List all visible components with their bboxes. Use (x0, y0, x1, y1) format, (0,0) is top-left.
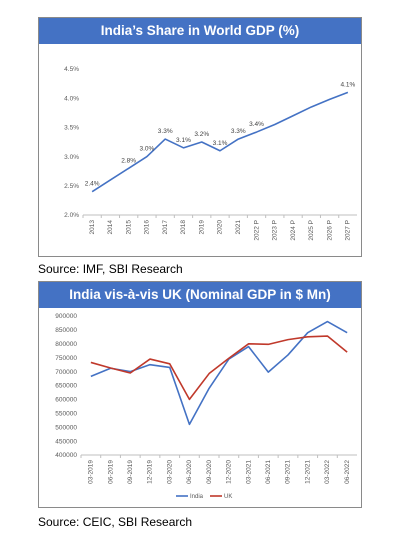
y-tick-label: 750000 (55, 355, 77, 362)
x-tick-label: 2026 P (326, 220, 333, 241)
data-label: 3.2% (194, 131, 209, 138)
x-tick-label: 2015 (125, 220, 132, 235)
world-gdp-share-chart: 2.0% 2.5% 3.0% 3.5% 4.0% 4.5% 2013 2014 2015 2016… (64, 66, 357, 241)
x-tick-label: 03-2022 (324, 460, 331, 484)
y-tick-label: 900000 (55, 313, 77, 320)
chart-title: India vis-à-vis UK (Nominal GDP in $ Mn) (39, 282, 361, 308)
x-tick-label: 2024 P (290, 220, 297, 241)
y-tick-label: 4.5% (64, 66, 79, 73)
y-tick-label: 450000 (55, 438, 77, 445)
y-tick-label: 850000 (55, 327, 77, 334)
data-label: 4.1% (340, 81, 355, 88)
chart-title: India’s Share in World GDP (%) (39, 18, 361, 44)
x-tick-label: 09-2020 (206, 460, 213, 484)
data-label: 3.4% (249, 121, 264, 128)
chart-source-note: Source: IMF, SBI Research (38, 262, 183, 276)
y-tick-label: 4.0% (64, 95, 79, 102)
x-tick-label: 2020 (217, 220, 224, 235)
y-tick-label: 400000 (55, 452, 77, 459)
y-tick-label: 600000 (55, 397, 77, 404)
y-tick-label: 700000 (55, 369, 77, 376)
x-tick-label: 2014 (107, 220, 114, 235)
data-label: 3.0% (140, 146, 155, 153)
y-tick-label: 2.0% (64, 212, 79, 219)
x-tick-label: 06-2021 (265, 460, 272, 484)
y-tick-label: 500000 (55, 424, 77, 431)
legend-label-india: India (190, 494, 204, 500)
x-tick-label: 12-2021 (304, 460, 311, 484)
y-tick-label: 800000 (55, 341, 77, 348)
data-label: 3.1% (213, 140, 228, 147)
x-tick-label: 03-2019 (88, 460, 95, 484)
data-label: 2.4% (85, 181, 100, 188)
chart-source-note: Source: CEIC, SBI Research (38, 515, 193, 529)
x-tick-label: 06-2022 (344, 460, 351, 484)
x-tick-label: 2025 P (308, 220, 315, 241)
x-tick-label: 03-2021 (245, 460, 252, 484)
chart-panel-india-vs-uk: India vis-à-vis UK (Nominal GDP in $ Mn)… (38, 281, 362, 508)
x-tick-label: 2019 (198, 220, 205, 235)
x-tick-label: 2018 (180, 220, 187, 235)
y-tick-label: 3.0% (64, 154, 79, 161)
y-tick-label: 550000 (55, 411, 77, 418)
x-tick-label: 2023 P (272, 220, 279, 241)
data-label: 3.1% (176, 137, 191, 144)
x-tick-label: 03-2020 (166, 460, 173, 484)
x-tick-label: 2022 P (253, 220, 260, 241)
y-tick-label: 650000 (55, 383, 77, 390)
data-label: 2.8% (121, 157, 136, 164)
data-label: 3.3% (158, 128, 173, 135)
x-tick-label: 12-2019 (147, 460, 154, 484)
x-tick-label: 06-2019 (107, 460, 114, 484)
india-vs-uk-gdp-chart: 400000 450000 500000 550000 600000 650000 7000… (55, 313, 357, 500)
x-tick-label: 06-2020 (186, 460, 193, 484)
chart-panel-world-gdp-share: India’s Share in World GDP (%) 2.0% 2.5% 3… (38, 17, 362, 257)
x-tick-label: 12-2020 (226, 460, 233, 484)
y-tick-label: 2.5% (64, 183, 79, 190)
series-line-uk (90, 335, 348, 401)
x-tick-label: 2027 P (345, 220, 352, 241)
x-tick-label: 2021 (235, 220, 242, 235)
x-tick-label: 2017 (162, 220, 169, 235)
x-tick-label: 09-2019 (127, 460, 134, 484)
y-tick-label: 3.5% (64, 125, 79, 132)
legend-label-uk: UK (224, 494, 232, 500)
x-tick-label: 2013 (89, 220, 96, 235)
data-label: 3.3% (231, 128, 246, 135)
x-tick-label: 09-2021 (285, 460, 292, 484)
x-tick-label: 2016 (144, 220, 151, 235)
series-line (91, 91, 349, 193)
